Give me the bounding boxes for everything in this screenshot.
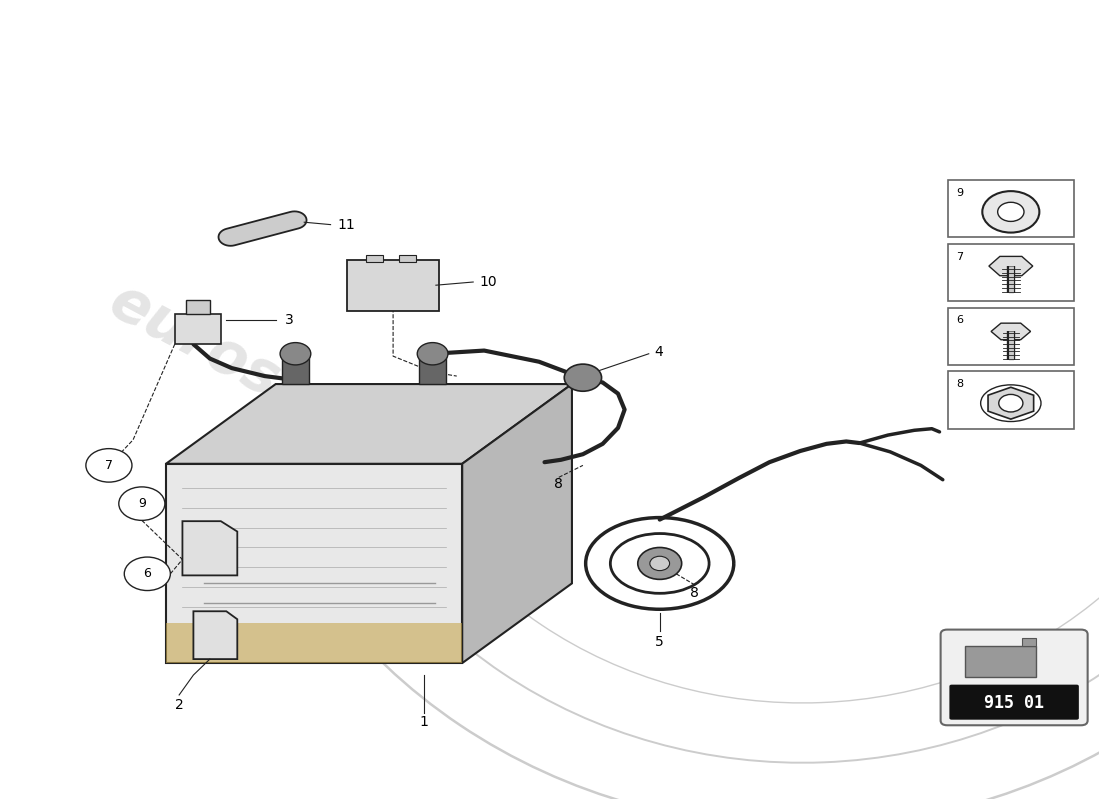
Circle shape: [638, 547, 682, 579]
Polygon shape: [283, 354, 309, 384]
Polygon shape: [462, 384, 572, 663]
Polygon shape: [989, 257, 1033, 276]
Text: a passion for parts since 1985: a passion for parts since 1985: [273, 401, 531, 550]
Polygon shape: [175, 314, 221, 344]
Circle shape: [998, 202, 1024, 222]
Polygon shape: [183, 521, 238, 575]
Polygon shape: [988, 387, 1034, 419]
Polygon shape: [166, 464, 462, 663]
Text: 6: 6: [143, 567, 152, 580]
Polygon shape: [991, 323, 1031, 340]
Polygon shape: [219, 211, 307, 246]
Text: 3: 3: [285, 314, 294, 327]
Circle shape: [119, 487, 165, 520]
Text: 10: 10: [480, 275, 497, 289]
FancyBboxPatch shape: [949, 685, 1079, 720]
Circle shape: [280, 342, 311, 365]
Text: 7: 7: [104, 459, 113, 472]
Circle shape: [124, 557, 170, 590]
Text: 4: 4: [654, 345, 663, 359]
FancyBboxPatch shape: [948, 371, 1074, 429]
Text: 8: 8: [691, 586, 700, 600]
FancyBboxPatch shape: [948, 180, 1074, 238]
Polygon shape: [365, 255, 383, 262]
Circle shape: [86, 449, 132, 482]
Polygon shape: [186, 300, 210, 314]
Polygon shape: [194, 611, 238, 659]
Polygon shape: [965, 646, 1036, 678]
FancyBboxPatch shape: [948, 307, 1074, 365]
FancyBboxPatch shape: [948, 244, 1074, 301]
Text: eurospares: eurospares: [99, 272, 452, 496]
Text: 9: 9: [138, 497, 146, 510]
Circle shape: [650, 556, 670, 570]
FancyBboxPatch shape: [346, 260, 439, 310]
Text: 11: 11: [337, 218, 355, 232]
Polygon shape: [166, 623, 462, 663]
Text: 915 01: 915 01: [984, 694, 1044, 712]
Text: 2: 2: [175, 698, 184, 711]
Text: 5: 5: [656, 634, 664, 649]
Circle shape: [564, 364, 602, 391]
Polygon shape: [166, 384, 572, 464]
Circle shape: [982, 191, 1040, 233]
Text: 8: 8: [957, 379, 964, 390]
Text: 9: 9: [957, 188, 964, 198]
Text: 7: 7: [957, 252, 964, 262]
Polygon shape: [419, 354, 446, 384]
Text: 8: 8: [554, 477, 563, 490]
FancyBboxPatch shape: [940, 630, 1088, 726]
Text: 6: 6: [957, 315, 964, 326]
Circle shape: [417, 342, 448, 365]
Circle shape: [999, 394, 1023, 412]
Text: 1: 1: [419, 715, 428, 729]
Polygon shape: [1022, 638, 1036, 646]
Polygon shape: [398, 255, 416, 262]
